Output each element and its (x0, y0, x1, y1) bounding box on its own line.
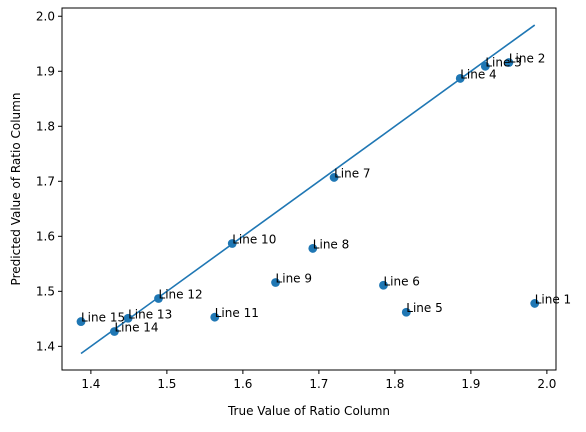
point-label: Line 10 (232, 232, 276, 246)
data-point (227, 239, 237, 248)
data-point (455, 74, 465, 83)
point-label: Line 11 (215, 306, 259, 320)
point-label: Line 2 (509, 51, 545, 65)
data-point (154, 294, 163, 303)
x-tick-label: 1.5 (157, 377, 176, 391)
data-point (504, 58, 514, 67)
data-point (110, 327, 119, 336)
x-tick-label: 1.6 (233, 377, 252, 391)
point-label: Line 14 (114, 320, 158, 334)
data-point (271, 278, 280, 287)
y-tick-label: 1.9 (36, 64, 55, 78)
point-label: Line 1 (535, 292, 571, 306)
point-label: Line 8 (313, 237, 349, 251)
x-axis-title: True Value of Ratio Column (227, 404, 390, 418)
point-label: Line 6 (383, 274, 419, 288)
data-point (308, 244, 318, 253)
data-point (76, 317, 86, 326)
plot-frame (61, 7, 557, 371)
point-label: Line 9 (276, 272, 312, 286)
point-label: Line 15 (81, 311, 125, 325)
y-tick-label: 1.6 (36, 229, 55, 243)
data-point (123, 313, 133, 323)
y-axis-title: Predicted Value of Ratio Column (9, 93, 23, 286)
y-tick-label: 1.4 (36, 339, 55, 353)
y-tick-label: 1.7 (36, 174, 55, 188)
x-tick-label: 1.9 (461, 377, 480, 391)
x-tick-label: 1.7 (309, 377, 328, 391)
point-label: Line 3 (485, 55, 521, 69)
y-tick-label: 1.5 (36, 284, 55, 298)
y-tick-label: 2.0 (36, 9, 55, 23)
point-label: Line 4 (460, 67, 496, 81)
axes: 1.4 1.5 1.6 1.7 1.8 1.9 2.0 1.4 1.5 1.6 1.7 1.8 1.9 2… (36, 7, 557, 391)
x-tick-label: 1.4 (81, 377, 100, 391)
data-point (210, 312, 220, 322)
x-tick-label: 2.0 (537, 377, 556, 391)
point-label: Line 7 (334, 166, 370, 180)
point-label: Line 5 (406, 301, 442, 315)
data-point (530, 299, 540, 308)
data-point (329, 173, 339, 182)
data-point (401, 307, 411, 317)
x-tick-label: 1.8 (385, 377, 404, 391)
point-label: Line 12 (159, 287, 203, 301)
y-tick-label: 1.8 (36, 119, 55, 133)
data-point (379, 280, 388, 290)
data-point (480, 61, 490, 71)
point-label: Line 13 (128, 307, 172, 321)
